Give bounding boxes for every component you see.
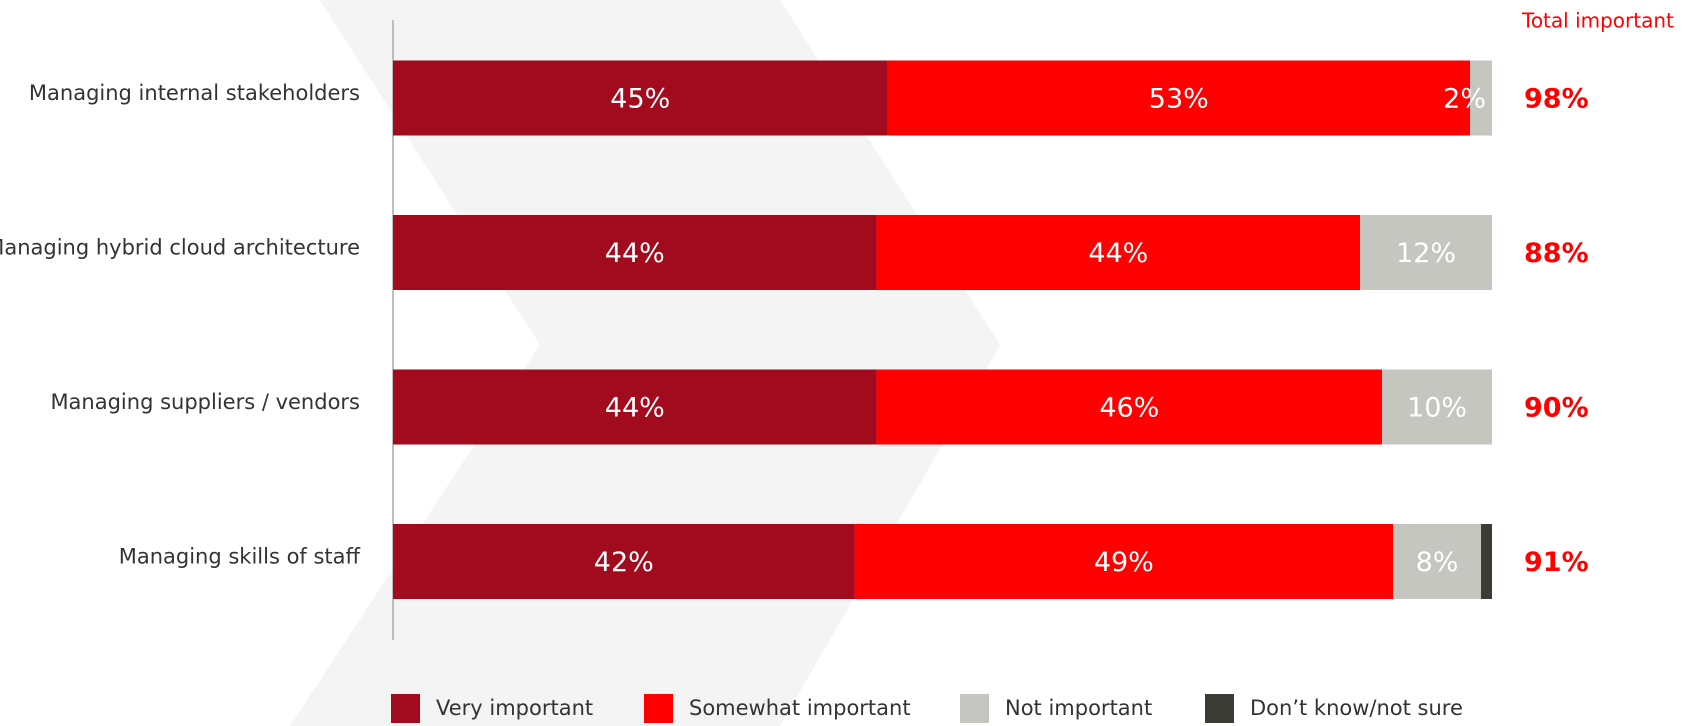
- category-label: Managing suppliers / vendors: [50, 390, 360, 414]
- data-label: 2%: [1443, 84, 1486, 115]
- legend-swatch: [1205, 694, 1234, 723]
- bar-segment: [854, 524, 1394, 599]
- bar-segment: [876, 215, 1361, 290]
- bar-segment: [393, 60, 888, 136]
- data-label: 49%: [1094, 547, 1154, 578]
- total-label: 98%: [1524, 84, 1589, 115]
- bar-segment: [393, 215, 877, 290]
- bar-segment: [1470, 60, 1492, 136]
- data-label: 45%: [610, 84, 670, 115]
- bar-segment: [393, 524, 855, 599]
- bar-segment: [393, 369, 877, 445]
- total-label: 88%: [1524, 238, 1589, 269]
- data-label: 53%: [1149, 84, 1209, 115]
- data-label: 44%: [1088, 238, 1148, 269]
- data-label: 44%: [605, 238, 665, 269]
- data-label: 42%: [594, 547, 654, 578]
- data-label: 10%: [1407, 393, 1467, 424]
- bar-segment: [1393, 524, 1482, 599]
- data-label: 46%: [1099, 393, 1159, 424]
- category-label: Managing internal stakeholders: [29, 81, 360, 105]
- totals-title: Total important: [1521, 9, 1674, 33]
- data-label: 44%: [605, 393, 665, 424]
- legend-label: Not important: [1005, 696, 1152, 720]
- bar-segment: [887, 60, 1471, 136]
- legend-swatch: [391, 694, 420, 723]
- bar-segment: [1360, 215, 1492, 290]
- bar-segment: [876, 369, 1383, 445]
- total-label: 91%: [1524, 547, 1589, 578]
- category-label: Managing skills of staff: [119, 545, 361, 569]
- total-label: 90%: [1524, 393, 1589, 424]
- bar-segment: [1382, 369, 1492, 445]
- legend-label: Somewhat important: [689, 696, 911, 720]
- bar-segment: [1481, 524, 1492, 599]
- legend-swatch: [960, 694, 989, 723]
- legend-swatch: [644, 694, 673, 723]
- data-label: 12%: [1396, 238, 1456, 269]
- data-label: 8%: [1416, 547, 1459, 578]
- legend-label: Very important: [436, 696, 593, 720]
- legend-label: Don’t know/not sure: [1250, 696, 1463, 720]
- category-label: Managing hybrid cloud architecture: [0, 236, 360, 260]
